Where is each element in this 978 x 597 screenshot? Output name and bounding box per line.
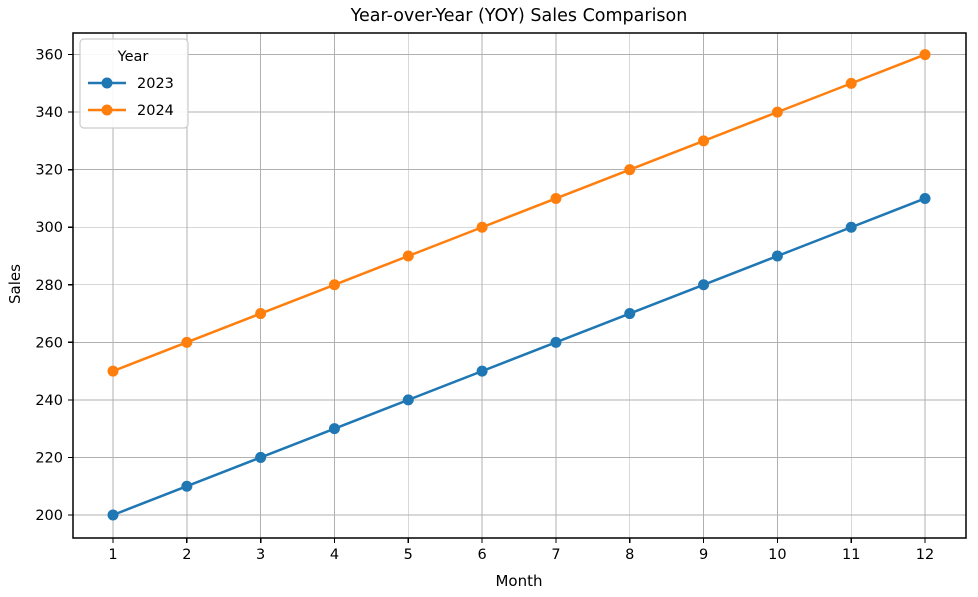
series-marker-2024: [107, 365, 119, 377]
legend-marker-sample: [101, 77, 113, 89]
y-axis-label: Sales: [6, 264, 24, 304]
series-marker-2024: [255, 308, 267, 320]
y-tick-label: 340: [35, 105, 63, 121]
y-tick-label: 240: [35, 393, 63, 409]
y-tick-label: 200: [35, 508, 63, 524]
series-marker-2024: [476, 221, 488, 233]
x-tick-label: 1: [108, 547, 117, 563]
series-marker-2024: [771, 106, 783, 118]
legend-marker-sample: [101, 104, 113, 116]
x-tick-label: 5: [404, 547, 413, 563]
x-tick-label: 4: [330, 547, 339, 563]
x-tick-label: 6: [477, 547, 486, 563]
series-marker-2023: [698, 279, 710, 291]
series-marker-2023: [328, 423, 340, 435]
series-marker-2024: [698, 135, 710, 147]
tick-layer: 1 2 3 4 5 6 7 8 9 10 11 122002202402602803003203403…: [35, 48, 934, 563]
legend: Year 2023 2024: [79, 38, 189, 129]
series-marker-2024: [845, 77, 857, 89]
series-marker-2024: [402, 250, 414, 262]
y-tick-label: 300: [35, 220, 63, 236]
series-marker-2024: [624, 164, 636, 176]
series-marker-2023: [255, 451, 267, 463]
series-marker-2023: [919, 192, 931, 204]
x-tick-label: 9: [699, 547, 708, 563]
y-tick-label: 320: [35, 163, 63, 179]
series-marker-2024: [181, 336, 193, 348]
x-tick-label: 3: [256, 547, 265, 563]
legend-entry-2024: 2024: [88, 103, 174, 119]
series-marker-2024: [919, 49, 931, 61]
y-tick-label: 280: [35, 278, 63, 294]
legend-entry-2023: 2023: [88, 76, 174, 92]
series-marker-2023: [624, 308, 636, 320]
x-tick-label: 11: [842, 547, 860, 563]
series-line-2024: [111, 53, 927, 373]
series-marker-2023: [845, 221, 857, 233]
series-marker-2023: [476, 365, 488, 377]
series-line-2023: [111, 197, 927, 517]
series-marker-2024: [328, 279, 340, 291]
y-tick-label: 360: [35, 48, 63, 64]
y-tick-label: 260: [35, 335, 63, 351]
chart-title: Year-over-Year (YOY) Sales Comparison: [350, 6, 688, 26]
series-marker-2023: [107, 509, 119, 521]
series-marker-2023: [550, 336, 562, 348]
series-marker-2023: [402, 394, 414, 406]
x-tick-label: 2: [182, 547, 191, 563]
x-tick-label: 7: [551, 547, 560, 563]
legend-title: Year: [117, 49, 149, 65]
series-marker-2023: [181, 480, 193, 492]
legend-entry-label: 2024: [137, 103, 174, 119]
y-tick-label: 220: [35, 450, 63, 466]
series-layer: [107, 49, 931, 521]
series-marker-2023: [771, 250, 783, 262]
x-tick-label: 8: [625, 547, 634, 563]
series-marker-2024: [550, 192, 562, 204]
x-tick-label: 12: [916, 547, 934, 563]
plot-frame: [72, 32, 967, 539]
x-tick-label: 10: [768, 547, 786, 563]
x-axis-label: Month: [495, 572, 542, 590]
grid-layer: [73, 33, 966, 538]
legend-entry-label: 2023: [137, 76, 174, 92]
